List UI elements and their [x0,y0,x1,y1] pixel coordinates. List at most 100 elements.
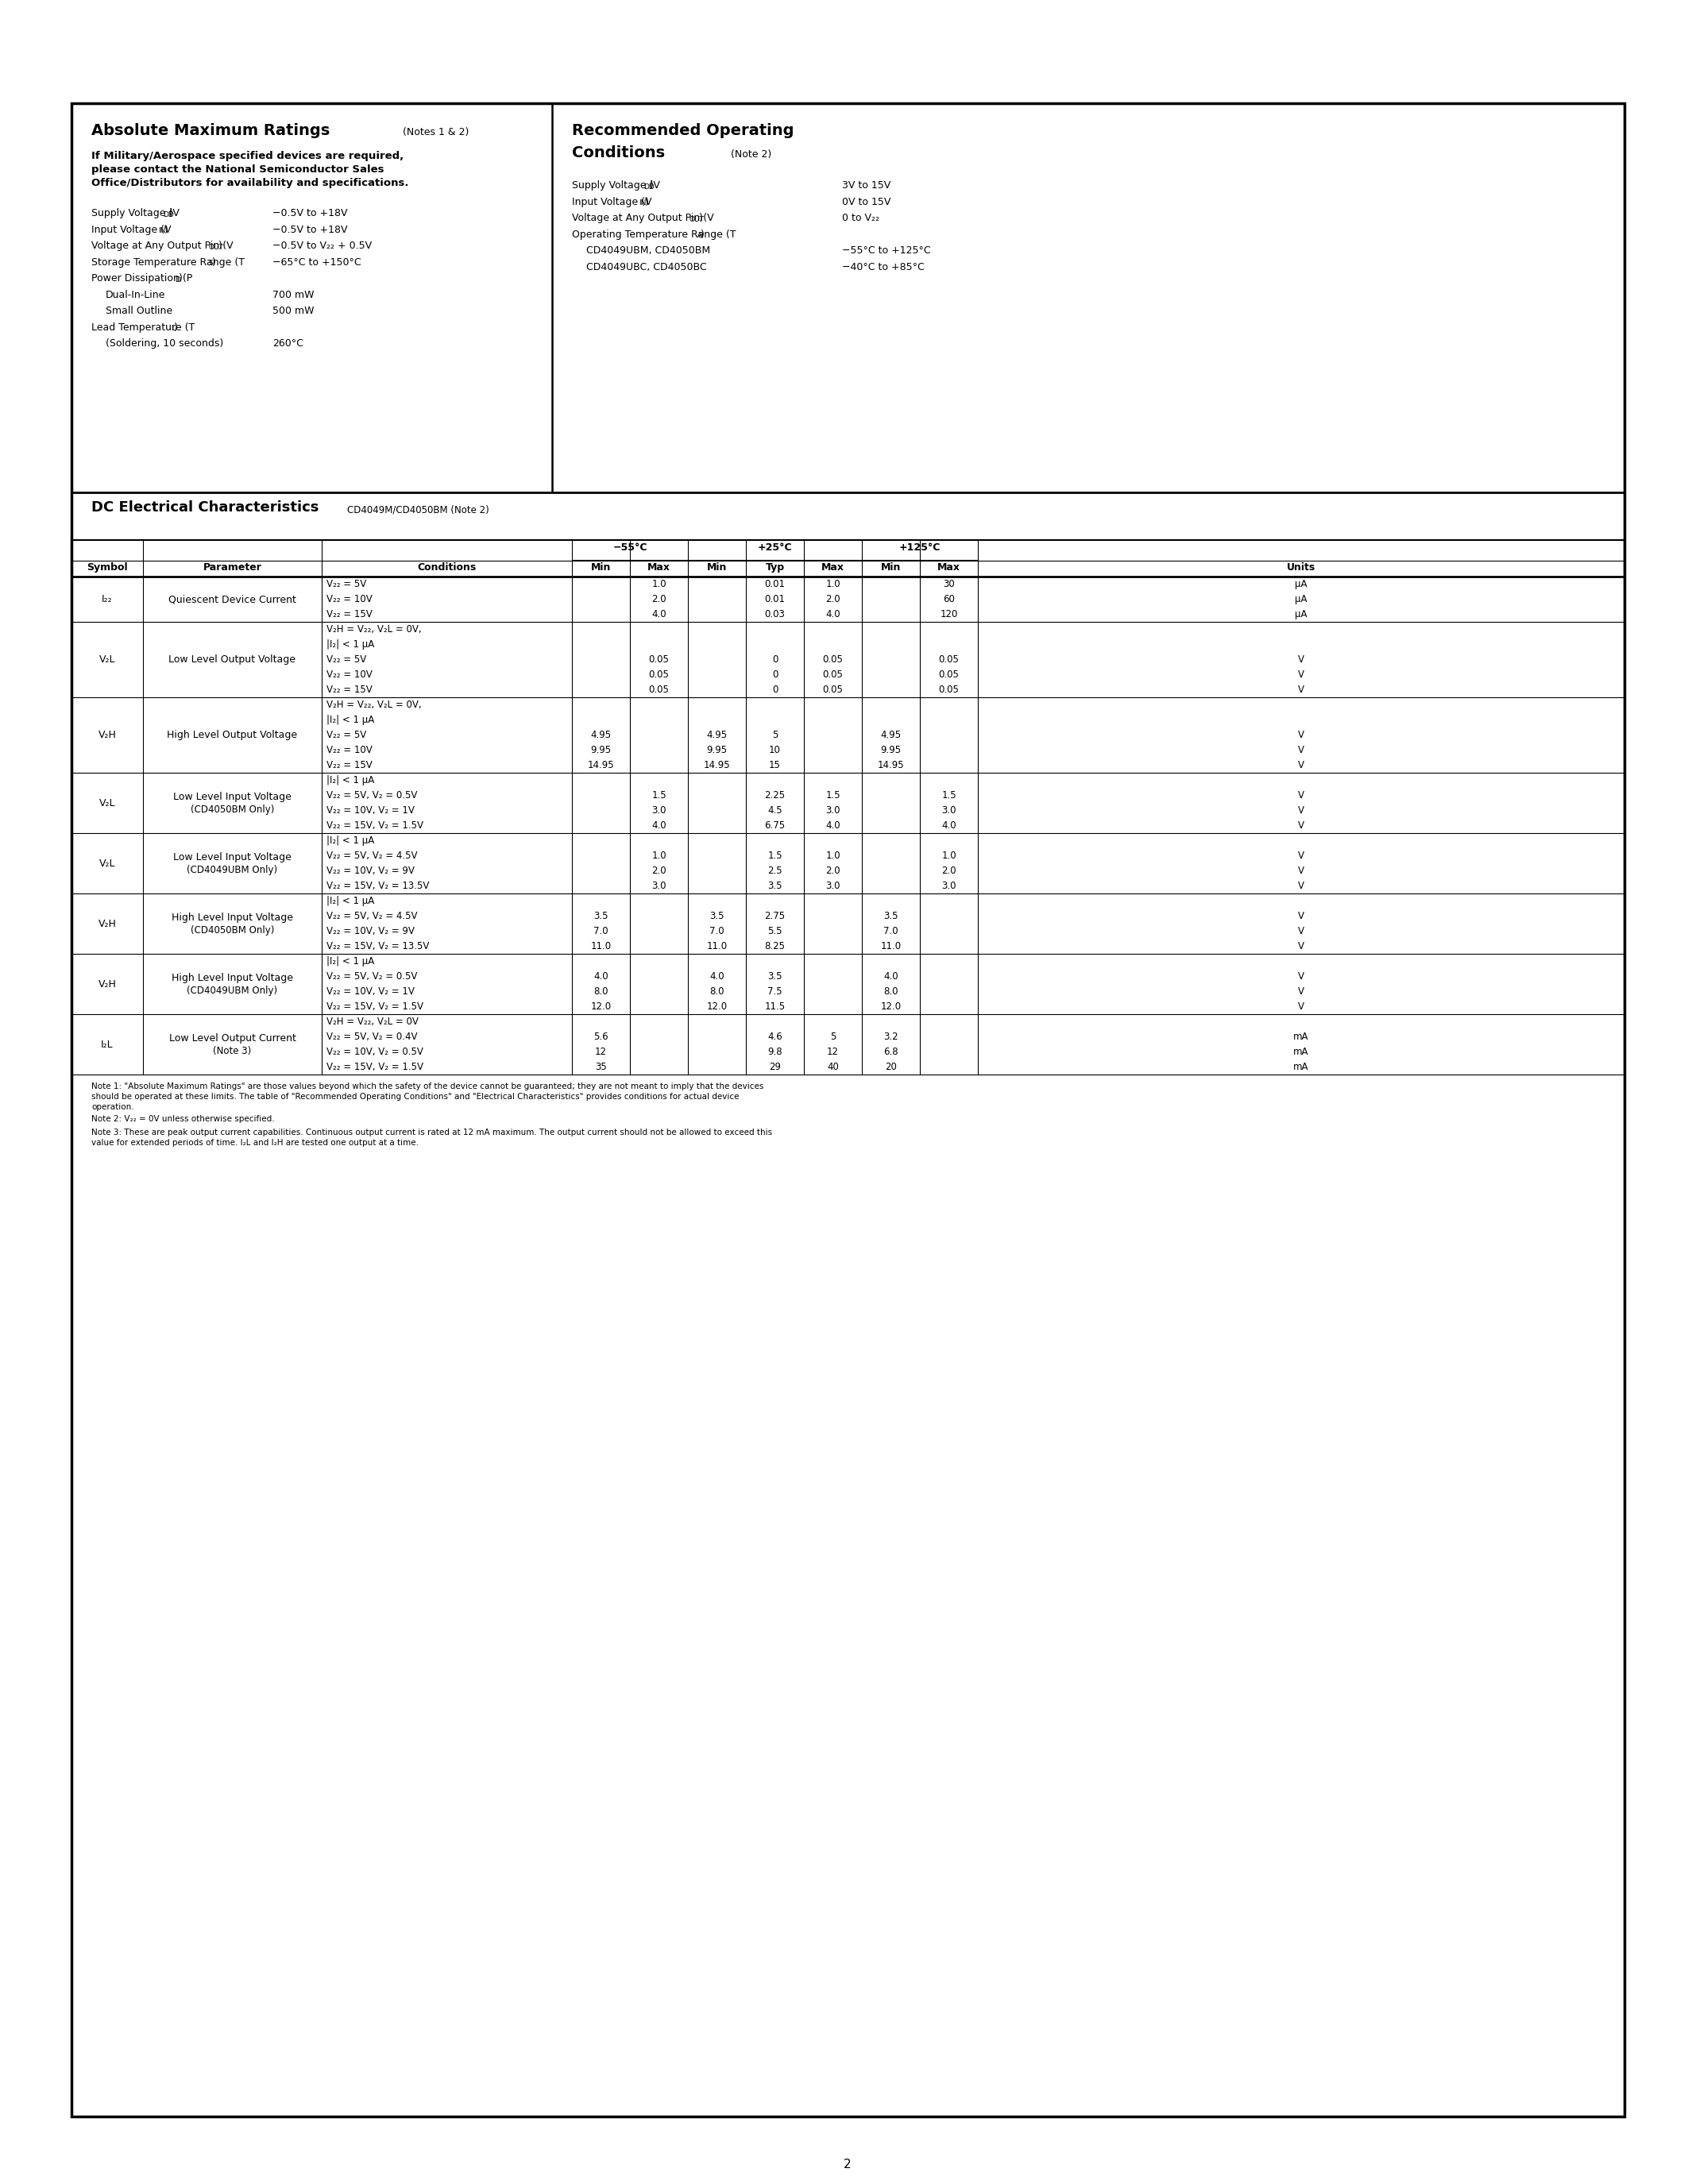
Text: Operating Temperature Range (T: Operating Temperature Range (T [572,229,736,240]
Text: 8.0: 8.0 [594,987,608,996]
Text: (CD4049UBM Only): (CD4049UBM Only) [187,865,277,876]
Text: ): ) [701,229,704,240]
Text: 3.5: 3.5 [594,911,608,922]
Text: 60: 60 [944,594,955,605]
Text: 5: 5 [771,729,778,740]
Text: 1.5: 1.5 [768,850,782,860]
Text: 8.25: 8.25 [765,941,785,952]
Text: V: V [1298,670,1305,679]
Text: 0.05: 0.05 [648,670,668,679]
Text: Min: Min [881,561,901,572]
Text: V: V [1298,911,1305,922]
Text: V₂₂ = 5V, V₂ = 4.5V: V₂₂ = 5V, V₂ = 4.5V [326,850,417,860]
Text: V: V [1298,684,1305,695]
Text: 4.95: 4.95 [707,729,728,740]
Text: 3.5: 3.5 [883,911,898,922]
Text: Input Voltage (V: Input Voltage (V [572,197,652,207]
Text: 14.95: 14.95 [587,760,614,771]
Text: 0V to 15V: 0V to 15V [842,197,891,207]
Text: 4.5: 4.5 [768,806,782,815]
Text: |I₂| < 1 μA: |I₂| < 1 μA [326,775,375,786]
Text: V₂₂ = 10V, V₂ = 1V: V₂₂ = 10V, V₂ = 1V [326,987,415,996]
Text: 7.5: 7.5 [768,987,782,996]
Text: V₂₂ = 15V, V₂ = 1.5V: V₂₂ = 15V, V₂ = 1.5V [326,1061,424,1072]
Text: 0.05: 0.05 [939,670,959,679]
Text: 11.5: 11.5 [765,1002,785,1011]
Text: V: V [1298,745,1305,756]
Text: Low Level Input Voltage: Low Level Input Voltage [174,791,292,802]
Text: High Level Output Voltage: High Level Output Voltage [167,729,297,740]
Text: −55°C to +125°C: −55°C to +125°C [842,245,930,256]
Text: 5.5: 5.5 [768,926,782,937]
Text: Note 1: "Absolute Maximum Ratings" are those values beyond which the safety of t: Note 1: "Absolute Maximum Ratings" are t… [91,1083,763,1112]
Text: +125°C: +125°C [900,542,940,553]
Text: ): ) [650,181,653,190]
Text: V₂₂ = 10V, V₂ = 1V: V₂₂ = 10V, V₂ = 1V [326,806,415,815]
Text: (Soldering, 10 seconds): (Soldering, 10 seconds) [106,339,223,349]
Text: 7.0: 7.0 [594,926,608,937]
Text: −40°C to +85°C: −40°C to +85°C [842,262,925,273]
Text: I₂₂: I₂₂ [101,594,113,605]
Text: 1.0: 1.0 [942,850,955,860]
Text: 2.0: 2.0 [825,594,841,605]
Text: V₂₂ = 10V, V₂ = 0.5V: V₂₂ = 10V, V₂ = 0.5V [326,1046,424,1057]
Text: V₂₂ = 15V: V₂₂ = 15V [326,684,373,695]
Text: 0.05: 0.05 [822,684,844,695]
Text: 0.05: 0.05 [822,670,844,679]
Text: 29: 29 [770,1061,782,1072]
Text: V: V [1298,655,1305,664]
Text: 15: 15 [770,760,782,771]
Text: Supply Voltage (V: Supply Voltage (V [91,207,179,218]
Text: 20: 20 [885,1061,896,1072]
Text: V₂L: V₂L [100,655,115,664]
Text: ): ) [218,240,221,251]
Text: Power Dissipation (P: Power Dissipation (P [91,273,192,284]
Text: V₂H = V₂₂, V₂L = 0V,: V₂H = V₂₂, V₂L = 0V, [326,625,422,636]
Text: 3.0: 3.0 [652,880,667,891]
Text: V₂₂ = 5V: V₂₂ = 5V [326,655,366,664]
Text: ): ) [645,197,650,207]
Text: 1.5: 1.5 [825,791,841,802]
Text: V₂₂ = 10V: V₂₂ = 10V [326,745,373,756]
Text: Small Outline: Small Outline [106,306,172,317]
Text: 4.0: 4.0 [652,609,667,620]
Text: I₂L: I₂L [101,1040,113,1051]
Text: −55°C: −55°C [613,542,647,553]
Text: 12.0: 12.0 [881,1002,901,1011]
Text: −0.5V to V₂₂ + 0.5V: −0.5V to V₂₂ + 0.5V [272,240,371,251]
Text: V₂₂ = 5V: V₂₂ = 5V [326,579,366,590]
Text: IN: IN [159,227,165,234]
Text: 3.0: 3.0 [652,806,667,815]
Text: 9.8: 9.8 [768,1046,782,1057]
Text: 4.95: 4.95 [881,729,901,740]
Text: 11.0: 11.0 [591,941,611,952]
Text: 2.75: 2.75 [765,911,785,922]
Text: If Military/Aerospace specified devices are required,
please contact the Nationa: If Military/Aerospace specified devices … [91,151,408,188]
Text: 0: 0 [771,684,778,695]
Text: (CD4050BM Only): (CD4050BM Only) [191,804,273,815]
Text: V₂₂ = 5V, V₂ = 4.5V: V₂₂ = 5V, V₂ = 4.5V [326,911,417,922]
Text: |I₂| < 1 μA: |I₂| < 1 μA [326,836,375,845]
Text: V₂₂ = 15V, V₂ = 1.5V: V₂₂ = 15V, V₂ = 1.5V [326,1002,424,1011]
Text: mA: mA [1293,1061,1308,1072]
Text: V₂₂ = 10V, V₂ = 9V: V₂₂ = 10V, V₂ = 9V [326,926,415,937]
Text: 11.0: 11.0 [881,941,901,952]
Text: Units: Units [1286,561,1315,572]
Text: |I₂| < 1 μA: |I₂| < 1 μA [326,640,375,649]
Text: DD: DD [643,183,655,190]
Text: 4.0: 4.0 [594,972,608,981]
Text: 14.95: 14.95 [704,760,731,771]
Text: (CD4049UBM Only): (CD4049UBM Only) [187,985,277,996]
Text: V₂₂ = 10V, V₂ = 9V: V₂₂ = 10V, V₂ = 9V [326,865,415,876]
Text: Low Level Input Voltage: Low Level Input Voltage [174,852,292,863]
Text: 0.01: 0.01 [765,594,785,605]
Text: High Level Input Voltage: High Level Input Voltage [172,972,294,983]
Text: Low Level Output Voltage: Low Level Output Voltage [169,655,295,664]
Text: Parameter: Parameter [203,561,262,572]
Text: V₂₂ = 10V: V₂₂ = 10V [326,594,373,605]
Text: 2: 2 [844,2158,851,2171]
Text: 4.95: 4.95 [591,729,611,740]
Text: V₂₂ = 5V, V₂ = 0.4V: V₂₂ = 5V, V₂ = 0.4V [326,1031,417,1042]
Text: 0.05: 0.05 [822,655,844,664]
Text: 12.0: 12.0 [707,1002,728,1011]
